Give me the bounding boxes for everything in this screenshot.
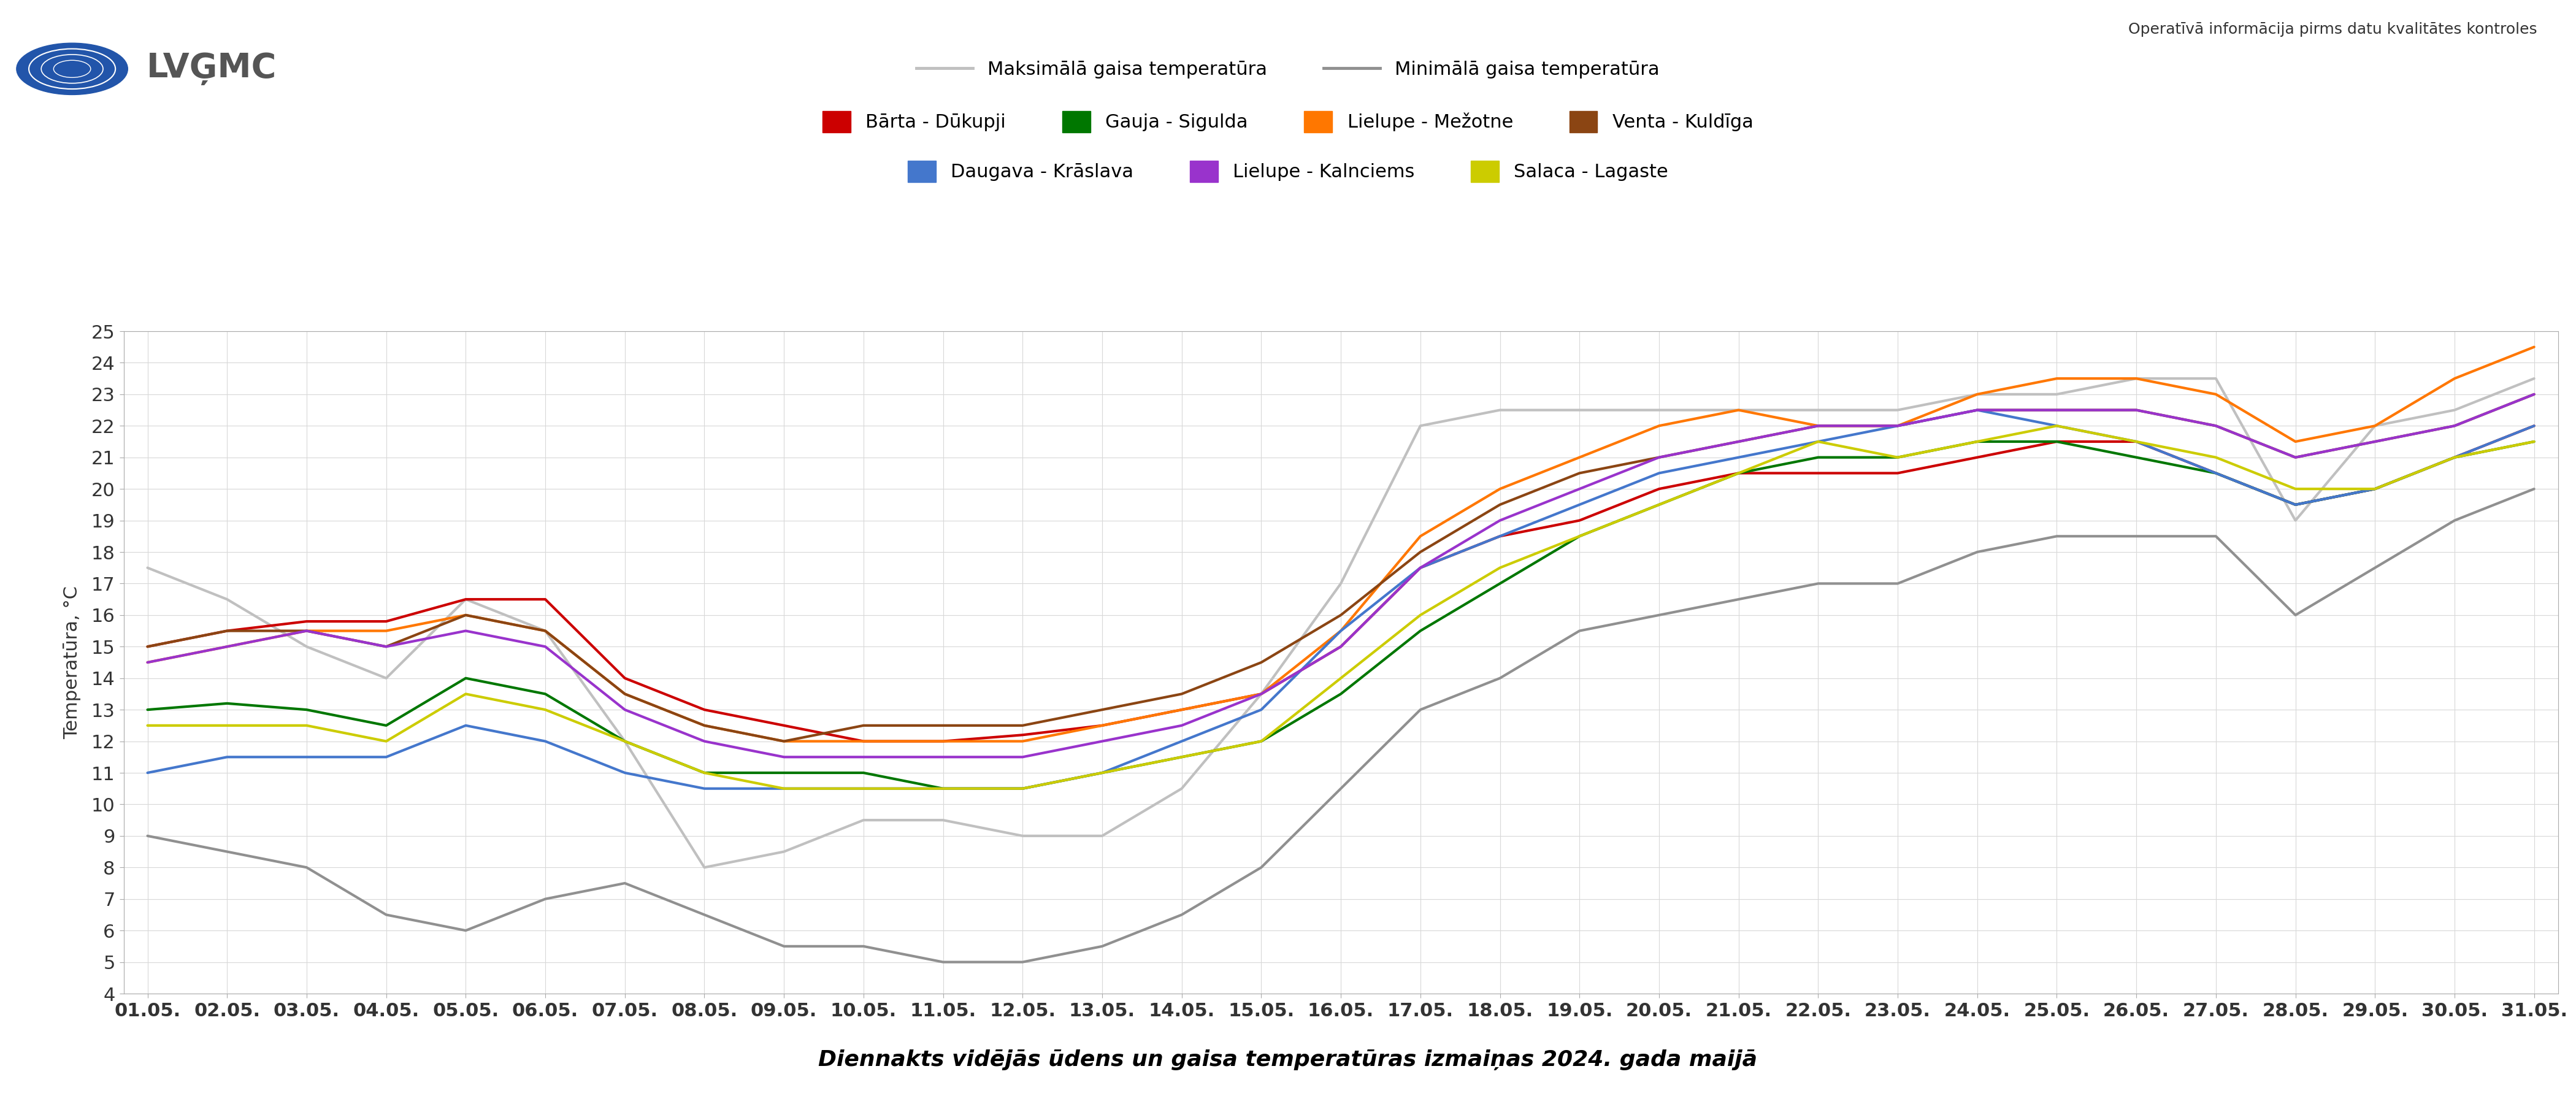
Text: LVĢMC: LVĢMC xyxy=(147,52,276,85)
Legend: Bārta - Dūkupji, Gauja - Sigulda, Lielupe - Mežotne, Venta - Kuldīga: Bārta - Dūkupji, Gauja - Sigulda, Lielup… xyxy=(814,103,1762,140)
Legend: Daugava - Krāslava, Lielupe - Kalnciems, Salaca - Lagaste: Daugava - Krāslava, Lielupe - Kalnciems,… xyxy=(899,152,1677,190)
Text: Operatīvā informācija pirms datu kvalitātes kontroles: Operatīvā informācija pirms datu kvalitā… xyxy=(2128,22,2537,36)
Circle shape xyxy=(15,43,129,95)
Legend: Maksimālā gaisa temperatūra, Minimālā gaisa temperatūra: Maksimālā gaisa temperatūra, Minimālā ga… xyxy=(909,53,1667,86)
Text: Diennakts vidējās ūdens un gaisa temperatūras izmaiņas 2024. gada maijā: Diennakts vidējās ūdens un gaisa tempera… xyxy=(819,1050,1757,1070)
Y-axis label: Temperatūra, °C: Temperatūra, °C xyxy=(64,586,80,739)
